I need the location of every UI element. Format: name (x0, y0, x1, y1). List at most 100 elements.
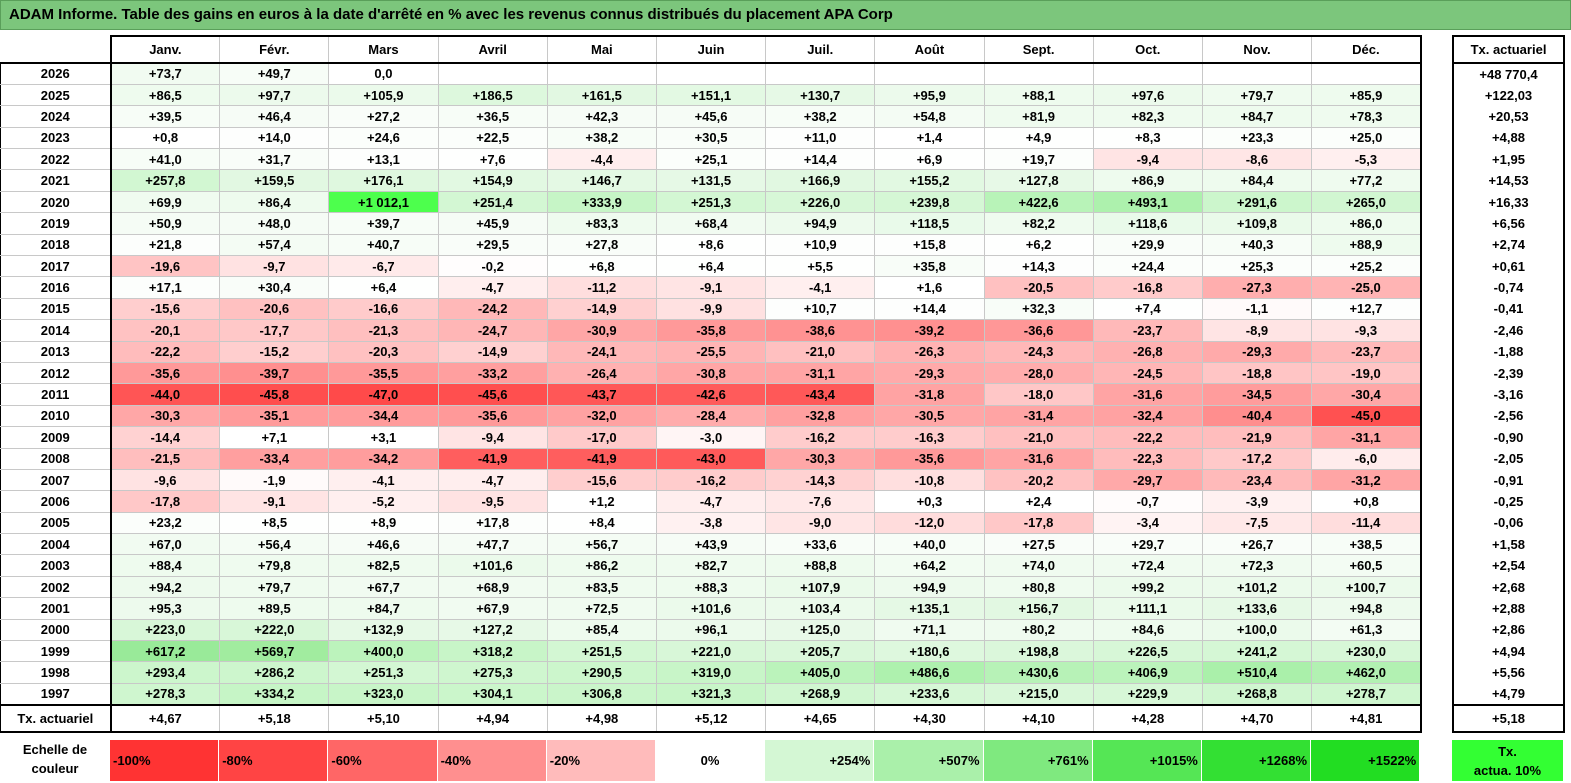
color-scale-swatch: -40% (437, 740, 547, 781)
gain-cell: +111,1 (1092, 597, 1203, 620)
gain-cell: -31,6 (983, 447, 1094, 470)
gain-cell: -21,0 (765, 340, 876, 363)
gain-cell: -45,8 (219, 383, 330, 406)
gain-cell: +78,3 (1311, 105, 1422, 128)
gain-cell: -39,7 (219, 361, 330, 385)
year-cell: 2021 (0, 169, 112, 192)
gain-cell: -18,0 (983, 383, 1094, 406)
year-row: 1998 +293,4 +286,2 +251,3 +275,3 +290,5 +319,0… (0, 661, 1422, 684)
gain-cell: +146,7 (546, 169, 657, 192)
year-cell: 1997 (0, 682, 112, 706)
gain-cell: +27,8 (546, 233, 657, 257)
gain-cell: +430,6 (983, 661, 1094, 684)
year-cell: 2012 (0, 361, 112, 385)
gain-cell: +215,0 (983, 682, 1094, 706)
gain-cell: +293,4 (109, 661, 221, 684)
gain-cell: +81,9 (983, 105, 1094, 128)
gain-cell: -40,4 (1201, 404, 1313, 428)
gain-cell: -5,3 (1311, 148, 1422, 171)
gain-cell: +229,9 (1092, 682, 1203, 706)
year-cell: 2007 (0, 468, 112, 492)
gain-cell: -21,3 (328, 319, 439, 342)
year-row: 2008 -21,5 -33,4 -34,2 -41,9 -41,9 -43,0 -30,3-… (0, 447, 1422, 470)
gain-cell: +493,1 (1092, 190, 1203, 214)
gain-cell: +40,0 (874, 533, 985, 556)
gain-cell: +95,3 (109, 597, 221, 620)
gain-cell: +23,3 (1201, 126, 1313, 150)
month-header: Avril (437, 35, 548, 64)
gain-cell: +405,0 (765, 661, 876, 684)
tx-actuariel-cell: +4,79 (1452, 683, 1565, 705)
gain-cell: +251,3 (655, 190, 767, 214)
gain-cell: +14,0 (219, 126, 330, 150)
gain-cell: -35,6 (874, 447, 985, 470)
gain-cell: -16,2 (765, 426, 876, 449)
gain-cell: -22,2 (1092, 426, 1203, 449)
gain-cell: -6,0 (1311, 447, 1422, 470)
gain-cell: +35,8 (874, 255, 985, 278)
year-cell: 2018 (0, 233, 112, 257)
year-row: 2000 +223,0 +222,0 +132,9 +127,2 +85,4 +96,1 +1… (0, 618, 1422, 642)
tx-legend-line1: Tx. (1498, 744, 1517, 759)
year-cell: 2019 (0, 212, 112, 235)
gain-cell: +166,9 (765, 169, 876, 192)
gain-cell: -32,0 (546, 404, 657, 428)
gain-cell: -23,7 (1311, 340, 1422, 363)
gain-cell: +8,4 (546, 511, 657, 535)
tx-actuariel-cell: -2,56 (1452, 405, 1565, 427)
gain-cell: +17,8 (437, 511, 548, 535)
year-cell: 2006 (0, 490, 112, 513)
year-cell: 2001 (0, 597, 112, 620)
gain-cell: +8,3 (1092, 126, 1203, 150)
gain-cell: +42,3 (546, 105, 657, 128)
gain-cell: +406,9 (1092, 661, 1203, 684)
gain-cell: -8,6 (1201, 148, 1313, 171)
gain-cell: +94,9 (765, 212, 876, 235)
gain-cell: +95,9 (874, 83, 985, 107)
gain-cell: -47,0 (328, 383, 439, 406)
year-row: 2007 -9,6 -1,9 -4,1 -4,7 -15,6 -16,2 -14,3 -10,8… (0, 468, 1422, 492)
gain-cell: +291,6 (1201, 190, 1313, 214)
gain-cell: +6,9 (874, 148, 985, 171)
gain-cell: -26,3 (874, 340, 985, 363)
gain-cell: +45,9 (437, 212, 548, 235)
gain-cell: -14,4 (109, 426, 221, 449)
gain-cell: +30,5 (655, 126, 767, 150)
gain-cell: -34,2 (328, 447, 439, 470)
gain-cell: -28,0 (983, 361, 1094, 385)
gain-cell: +49,7 (219, 61, 330, 85)
footer-tx-cell: +4,10 (983, 703, 1094, 733)
year-row: 2021 +257,8 +159,5 +176,1 +154,9 +146,7 +131,5… (0, 169, 1422, 192)
gain-cell: -17,7 (219, 319, 330, 342)
gain-cell: +97,6 (1092, 83, 1203, 107)
color-scale-swatch: +1015% (1092, 740, 1202, 781)
gain-cell: +334,2 (219, 682, 330, 706)
gain-cell: +77,2 (1311, 169, 1422, 192)
gain-cell: -16,8 (1092, 276, 1203, 299)
gain-cell: +127,8 (983, 169, 1094, 192)
gain-cell: +6,4 (328, 276, 439, 299)
color-scale-swatch: +1268% (1201, 740, 1312, 781)
year-cell: 2003 (0, 554, 112, 577)
gain-cell: +25,0 (1311, 126, 1422, 150)
gain-cell: +57,4 (219, 233, 330, 257)
year-row: 2022 +41,0 +31,7 +13,1 +7,6 -4,4 +25,1 +14,4 +6,… (0, 148, 1422, 171)
corner-cell (0, 36, 112, 63)
gain-cell: -26,4 (546, 361, 657, 385)
gain-cell (437, 61, 548, 85)
gain-cell: -16,6 (328, 297, 439, 321)
gain-cell: +83,5 (546, 575, 657, 599)
gain-cell: +7,4 (1092, 297, 1203, 321)
gain-cell: +27,5 (983, 533, 1094, 556)
year-row: 2020 +69,9 +86,4 +1 012,1 +251,4 +333,9 +251,3… (0, 190, 1422, 214)
gain-cell: -31,2 (1311, 468, 1422, 492)
color-scale-swatch: +507% (874, 740, 984, 781)
color-scale-swatch: -80% (219, 740, 329, 781)
gain-cell: -30,3 (765, 447, 876, 470)
gain-cell: -10,8 (874, 468, 985, 492)
gain-cell: +23,2 (109, 511, 221, 535)
tx-legend-swatch: Tx. actua. 10% (1452, 740, 1563, 781)
color-scale: -100% -80% -60% -40% -20% 0% +254% +507% +761% +1… (110, 740, 1421, 781)
gain-cell (546, 61, 657, 85)
color-scale-swatch: +1522% (1311, 740, 1421, 781)
